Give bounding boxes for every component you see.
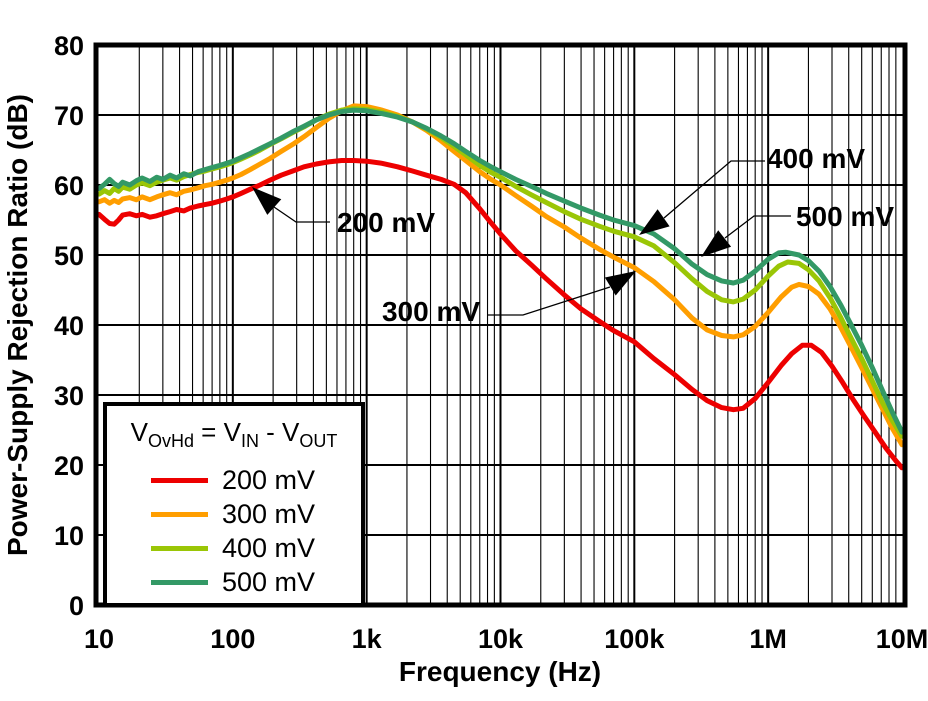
curve-200-mv (98, 158, 903, 471)
annotation-label: 400 mV (767, 143, 865, 174)
annotation-arrowhead-icon (639, 209, 670, 235)
legend-title-subscript: OvHd (147, 431, 194, 452)
y-tick-label: 30 (54, 381, 84, 411)
curves (98, 103, 903, 471)
y-tick-label: 50 (54, 241, 84, 271)
legend-swatch (151, 545, 208, 551)
legend-items: 200 mV 300 mV 400 mV 500 mV (107, 463, 361, 599)
legend-item-label: 200 mV (222, 464, 316, 495)
y-tick-label: 60 (54, 171, 84, 201)
annotation-leader-line (273, 206, 330, 223)
legend-swatch (151, 511, 208, 517)
annotation-arrowhead-icon (701, 230, 732, 257)
curve-500-mv (98, 107, 903, 435)
y-axis-title: Power-Supply Rejection Ratio (dB) (2, 94, 33, 556)
legend: VOvHd = VIN - VOUT 200 mV 300 mV 400 mV 500… (103, 402, 365, 607)
x-axis-tick-labels: 10 100 1k 10k 100k 1M 10M (84, 624, 928, 654)
legend-item-label: 400 mV (222, 532, 316, 563)
legend-item: 500 mV (107, 565, 361, 599)
annotation-label: 500 mV (796, 201, 894, 232)
annotation-leader-line (487, 286, 611, 316)
x-tick-label: 1k (352, 624, 383, 654)
plot-border (93, 42, 908, 608)
x-tick-label: 100k (604, 624, 665, 654)
curve-annotations: 200 mV 300 mV 400 mV 500 mV (252, 143, 894, 327)
x-tick-label: 1M (749, 624, 787, 654)
x-tick-label: 10k (478, 624, 524, 654)
legend-title-subscript: OUT (299, 431, 338, 452)
legend-title-text: V (130, 417, 148, 447)
annotation-arrowhead-icon (252, 187, 282, 215)
legend-title-text: = V (193, 417, 241, 447)
y-tick-label: 70 (54, 101, 84, 131)
annotation-leader-line (663, 160, 765, 219)
annotation-leader-line (724, 215, 791, 239)
x-tick-label: 10M (876, 624, 928, 654)
legend-swatch (151, 477, 208, 483)
legend-swatch (151, 579, 208, 585)
legend-item: 200 mV (107, 463, 361, 497)
legend-title-subscript: IN (240, 431, 259, 452)
y-axis-tick-labels: 0 10 20 30 40 50 60 70 80 (54, 31, 84, 621)
x-tick-label: 10 (84, 624, 114, 654)
y-tick-label: 20 (54, 451, 84, 481)
legend-title-text: - V (258, 417, 300, 447)
legend-item-label: 300 mV (222, 498, 316, 529)
y-tick-label: 0 (69, 591, 84, 621)
legend-item-label: 500 mV (222, 566, 316, 597)
annotation-label: 300 mV (382, 296, 480, 327)
annotation-arrowhead-icon (604, 271, 636, 296)
y-tick-label: 80 (54, 31, 84, 61)
annotation-label: 200 mV (337, 207, 435, 238)
y-tick-label: 40 (54, 311, 84, 341)
x-axis-title: Frequency (Hz) (399, 656, 601, 687)
legend-item: 300 mV (107, 497, 361, 531)
legend-item: 400 mV (107, 531, 361, 565)
legend-title: VOvHd = VIN - VOUT (107, 417, 361, 456)
y-tick-label: 10 (54, 521, 84, 551)
x-tick-label: 100 (210, 624, 255, 654)
